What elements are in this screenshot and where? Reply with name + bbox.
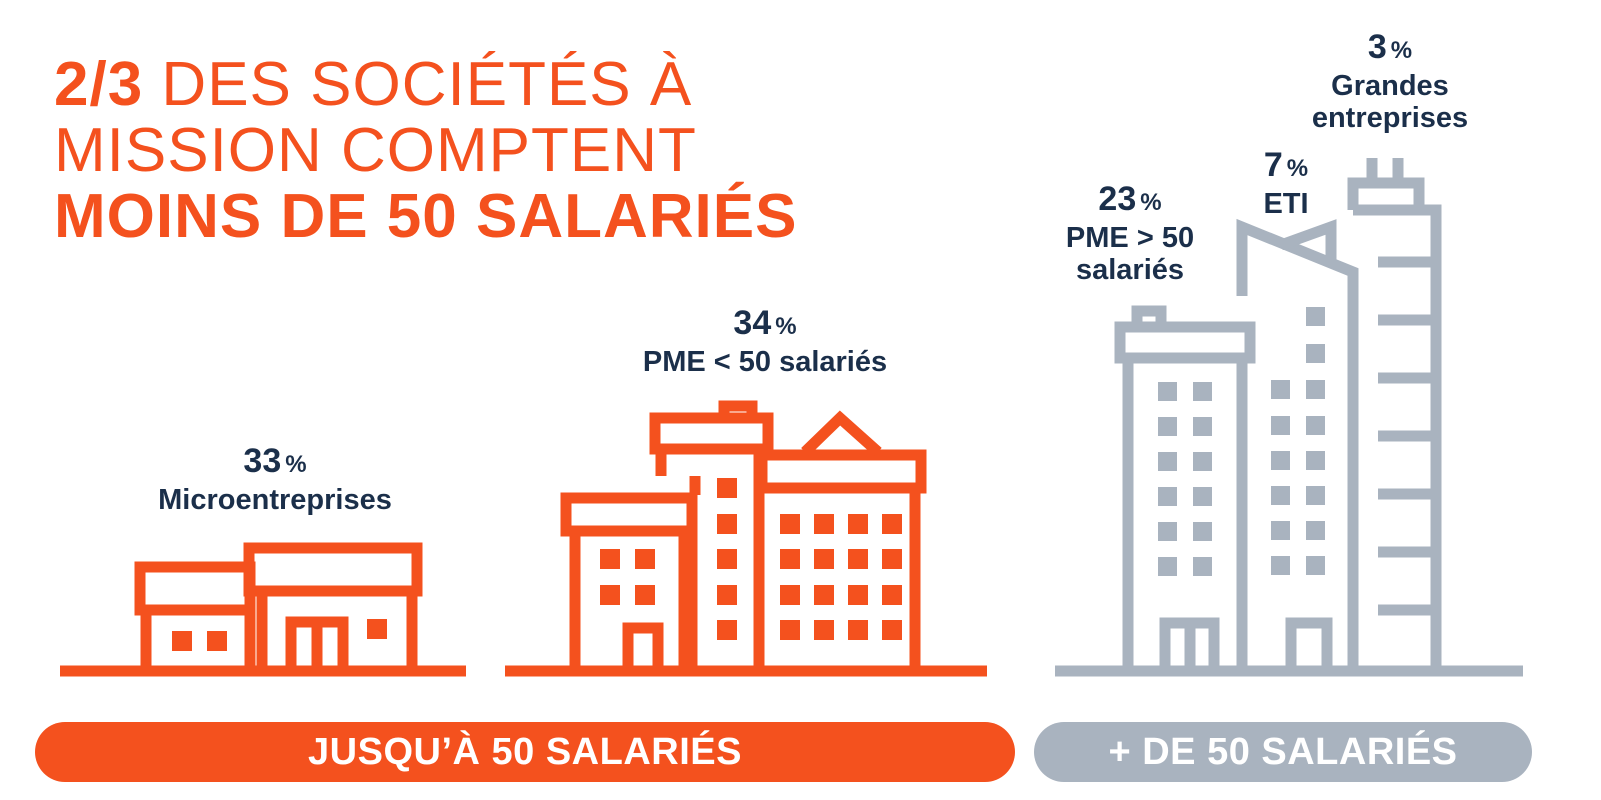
stat-label: PME > 50	[1065, 222, 1195, 254]
small-house-windows	[172, 619, 387, 651]
category-pill-up-to-50: JUSQU’À 50 SALARIÉS	[35, 722, 1015, 782]
headline-line3: MOINS DE 50 SALARIÉS	[54, 182, 798, 251]
stat-unit: %	[1140, 189, 1162, 216]
stat-unit: %	[285, 451, 307, 478]
tall-buildings-icon	[1055, 158, 1523, 677]
stat-microentreprises: 33% Microentreprises	[130, 442, 420, 516]
stat-label: PME < 50 salariés	[642, 346, 888, 378]
stat-value: 23	[1098, 180, 1137, 218]
mid-building-icon	[505, 400, 987, 677]
stat-value: 3	[1367, 28, 1387, 66]
stat-label: ETI	[1263, 188, 1309, 220]
stat-value: 7	[1263, 146, 1283, 184]
stat-unit: %	[775, 313, 797, 340]
category-label: JUSQU’À 50 SALARIÉS	[308, 731, 742, 773]
stat-label: Grandes	[1331, 70, 1449, 102]
headline-line1: 2/3 DES SOCIÉTÉS À	[54, 50, 693, 119]
stat-label: salariés	[1075, 254, 1185, 286]
tall-buildings-windows	[1158, 307, 1325, 576]
stat-pme-small: 34% PME < 50 salariés	[600, 304, 930, 378]
category-pill-over-50: + DE 50 SALARIÉS	[1034, 722, 1532, 782]
headline-line2: MISSION COMPTENT	[54, 116, 697, 185]
stat-value: 34	[733, 304, 772, 342]
small-house-building-icon	[60, 542, 466, 677]
stat-label: Microentreprises	[158, 484, 392, 516]
category-label: + DE 50 SALARIÉS	[1108, 731, 1458, 773]
stat-pme-large: 23% PME > 50 salariés	[1040, 180, 1220, 286]
stat-label: entreprises	[1311, 102, 1469, 134]
stat-value: 33	[243, 442, 282, 480]
stat-unit: %	[1390, 37, 1413, 64]
mid-building-windows	[600, 478, 902, 640]
stat-unit: %	[1286, 155, 1309, 182]
stat-eti: 7% ETI	[1236, 146, 1336, 220]
headline: 2/3 DES SOCIÉTÉS À MISSION COMPTENT MOIN…	[54, 52, 797, 250]
stat-grandes-entreprises: 3% Grandes entreprises	[1290, 28, 1490, 134]
